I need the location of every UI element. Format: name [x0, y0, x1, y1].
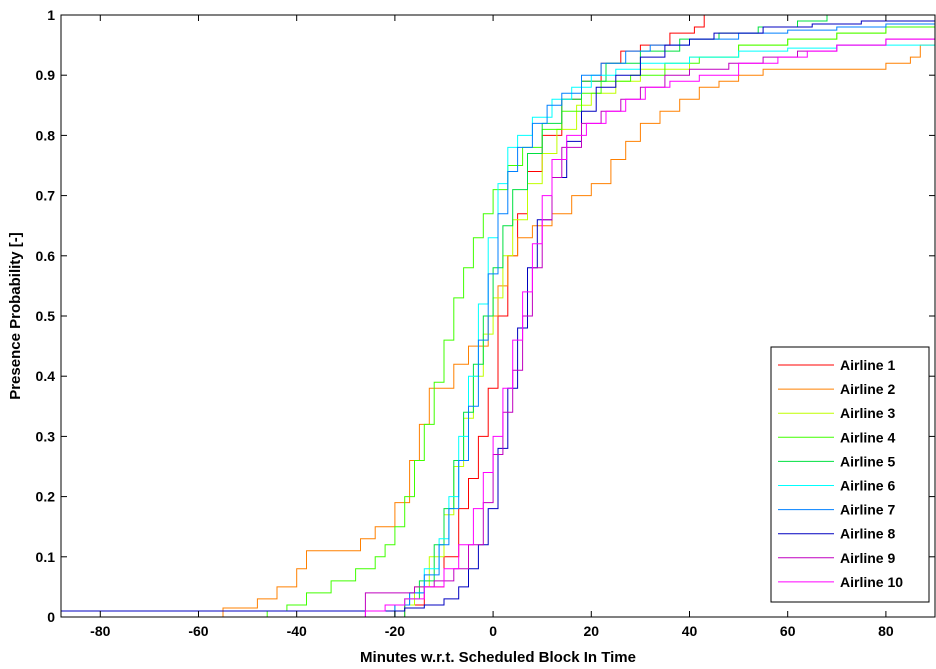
legend-label-2: Airline 2 [840, 381, 895, 397]
x-tick-label: -80 [90, 623, 110, 639]
y-tick-label: 0.1 [36, 549, 56, 565]
y-tick-label: 0.9 [36, 67, 56, 83]
series-line-2 [61, 39, 936, 618]
x-tick-label: 80 [878, 623, 894, 639]
series-line-7 [61, 21, 936, 618]
series-line-4 [61, 21, 936, 618]
series-layer [61, 14, 936, 618]
legend-label-10: Airline 10 [840, 574, 903, 590]
x-tick-label: 0 [489, 623, 497, 639]
legend-label-6: Airline 6 [840, 478, 895, 494]
legend-label-1: Airline 1 [840, 357, 895, 373]
y-axis-title: Presence Probability [-] [7, 232, 24, 400]
x-tick-label: -20 [385, 623, 405, 639]
legend-label-5: Airline 5 [840, 453, 895, 469]
legend-label-4: Airline 4 [840, 429, 895, 445]
x-tick-label: 40 [682, 623, 698, 639]
legend-label-9: Airline 9 [840, 550, 895, 566]
x-tick-label: 60 [780, 623, 796, 639]
x-tick-label: -60 [188, 623, 208, 639]
y-tick-label: 0.7 [36, 188, 56, 204]
y-tick-label: 0.3 [36, 428, 56, 444]
legend-label-7: Airline 7 [840, 502, 895, 518]
legend-label-3: Airline 3 [840, 405, 895, 421]
y-tick-label: 0 [47, 609, 55, 625]
x-tick-label: 20 [584, 623, 600, 639]
legend: Airline 1 Airline 2 Airline 3 Airline 4 Airl… [770, 346, 930, 603]
series-line-10 [61, 33, 936, 618]
legend-items: Airline 1 Airline 2 Airline 3 Airline 4 Airl… [778, 357, 903, 590]
tick-layer: -80 -60 -40 -20 0 20 40 60 80 0 0.1 0.2 0.3 0.4 0.5 0.6… [36, 7, 935, 639]
y-tick-label: 0.4 [36, 368, 56, 384]
y-tick-label: 0.8 [36, 127, 56, 143]
x-axis-title: Minutes w.r.t. Scheduled Block In Time [360, 649, 636, 666]
series-line-8 [61, 20, 935, 612]
x-tick-label: -40 [287, 623, 307, 639]
y-tick-label: 0.2 [36, 489, 56, 505]
legend-label-8: Airline 8 [840, 526, 895, 542]
y-tick-label: 0.5 [36, 308, 56, 324]
y-tick-label: 0.6 [36, 248, 56, 264]
y-tick-label: 1 [47, 7, 55, 23]
